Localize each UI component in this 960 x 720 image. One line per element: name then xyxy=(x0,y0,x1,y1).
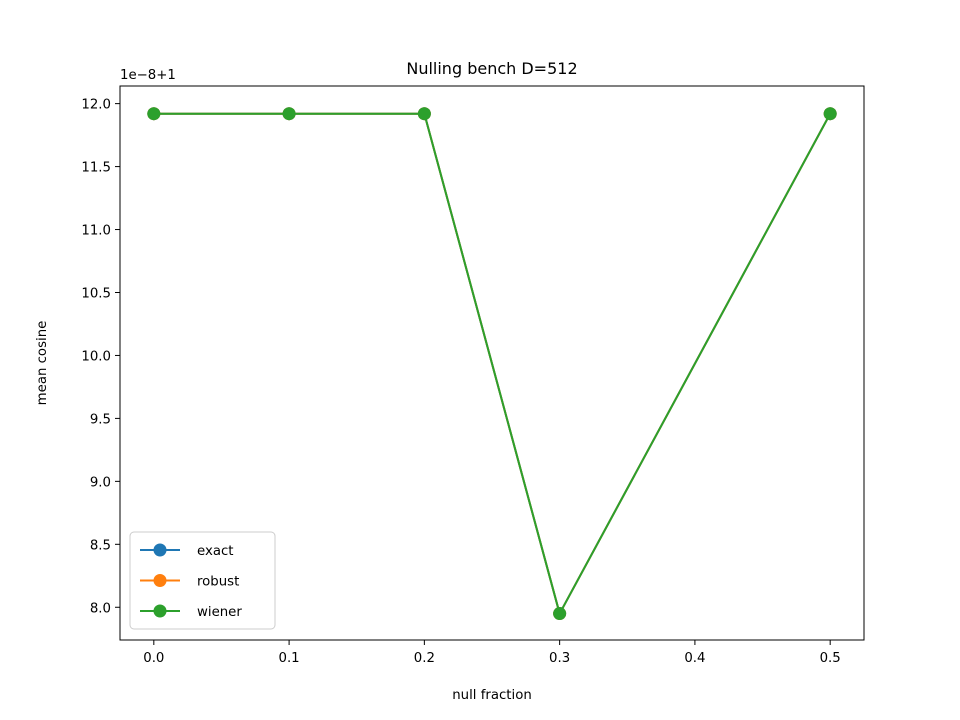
y-tick-label: 10.0 xyxy=(81,349,111,364)
data-point-wiener xyxy=(147,107,161,121)
legend-label-wiener: wiener xyxy=(197,605,242,620)
x-tick-label: 0.3 xyxy=(549,651,570,666)
y-tick-label: 11.0 xyxy=(81,224,111,239)
x-tick-label: 0.2 xyxy=(414,651,435,666)
data-point-wiener xyxy=(553,607,567,621)
data-point-wiener xyxy=(823,107,837,121)
plot-frame xyxy=(119,85,865,641)
y-tick-label: 12.0 xyxy=(81,98,111,113)
data-point-wiener xyxy=(417,107,431,121)
plot-area xyxy=(147,107,837,621)
y-tick-label: 9.0 xyxy=(90,475,111,490)
y-axis: 8.0 8.5 9.0 9.5 10.0 10.5 11.0 11.5 12.0 xyxy=(81,98,120,616)
y-tick-label: 9.5 xyxy=(90,412,111,427)
y-tick-label: 11.5 xyxy=(81,161,111,176)
legend-marker-exact xyxy=(153,543,167,557)
legend-label-robust: robust xyxy=(197,575,239,590)
legend-marker-robust xyxy=(153,574,167,587)
legend: exact robust wiener xyxy=(129,531,276,630)
y-tick-label: 8.0 xyxy=(90,601,111,616)
legend-box xyxy=(129,531,276,630)
chart-title: Nulling bench D=512 xyxy=(406,59,577,78)
x-tick-label: 0.0 xyxy=(143,651,164,666)
x-tick-label: 0.1 xyxy=(279,651,300,666)
x-axis-label: null fraction xyxy=(452,688,532,703)
y-tick-label: 8.5 xyxy=(90,538,111,553)
legend-marker-wiener xyxy=(153,604,167,618)
y-offset-label: 1e−8+1 xyxy=(120,68,176,83)
x-tick-label: 0.4 xyxy=(684,651,705,666)
y-tick-label: 10.5 xyxy=(81,286,111,301)
y-axis-label: mean cosine xyxy=(35,321,50,406)
legend-label-exact: exact xyxy=(197,544,234,559)
x-axis: 0.0 0.1 0.2 0.3 0.4 0.5 xyxy=(143,640,841,666)
x-tick-label: 0.5 xyxy=(820,651,841,666)
series-wiener xyxy=(147,107,837,621)
data-point-wiener xyxy=(282,107,296,121)
